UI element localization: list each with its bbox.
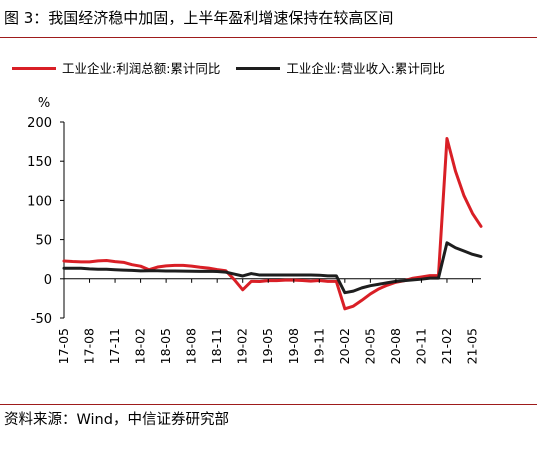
y-tick-label: 0 xyxy=(44,273,52,288)
chart-legend: 工业企业:利润总额:累计同比 工业企业:营业收入:累计同比 xyxy=(12,57,457,78)
chart-series xyxy=(62,137,483,311)
x-tick-label: 19-05 xyxy=(260,328,275,364)
x-tick-label: 20-08 xyxy=(388,328,403,364)
y-tick-label: -50 xyxy=(31,312,52,327)
series-line-0 xyxy=(62,137,483,311)
chart-ticks: % -50 0 50 100 150 200 17-05 17-08 17-11 18-02 18-0… xyxy=(27,96,479,364)
x-tick-label: 18-05 xyxy=(158,328,173,364)
x-tick-label: 20-02 xyxy=(337,328,352,364)
legend-item-profit: 工业企业:利润总额:累计同比 xyxy=(12,60,220,78)
y-tick-label: 50 xyxy=(35,234,52,249)
x-tick-label: 17-05 xyxy=(56,328,71,364)
y-tick-label: 200 xyxy=(27,116,52,131)
legend-label-profit: 工业企业:利润总额:累计同比 xyxy=(62,60,221,76)
series-line-1 xyxy=(62,241,483,295)
x-tick-label: 19-02 xyxy=(235,328,250,364)
x-tick-label: 17-11 xyxy=(107,328,122,364)
x-tick-label: 20-05 xyxy=(362,328,377,364)
legend-swatch-profit xyxy=(12,67,56,70)
legend-label-revenue: 工业企业:营业收入:累计同比 xyxy=(286,60,445,76)
x-tick-label: 19-11 xyxy=(311,328,326,364)
figure-title: 图 3：我国经济稳中加固，上半年盈利增速保持在较高区间 xyxy=(4,9,394,27)
line-chart: % -50 0 50 100 150 200 17-05 17-08 17-11 18-02 18-0… xyxy=(27,96,483,364)
y-tick-label: 100 xyxy=(27,194,52,209)
x-tick-label: 20-11 xyxy=(413,328,428,364)
x-tick-label: 18-08 xyxy=(184,328,199,364)
x-tick-label: 21-02 xyxy=(439,328,454,364)
legend-swatch-revenue xyxy=(236,67,281,70)
x-tick-label: 18-11 xyxy=(209,328,224,364)
y-tick-label: 150 xyxy=(27,155,52,170)
x-tick-label: 18-02 xyxy=(133,328,148,364)
source-note: 资料来源：Wind，中信证券研究部 xyxy=(4,412,229,428)
x-tick-label: 21-05 xyxy=(464,328,479,364)
legend-item-revenue: 工业企业:营业收入:累计同比 xyxy=(236,60,445,78)
bottom-rule xyxy=(0,404,537,405)
chart-axes xyxy=(63,122,481,318)
x-tick-label: 19-08 xyxy=(286,328,301,364)
y-axis-unit-label: % xyxy=(38,96,50,111)
x-tick-label: 17-08 xyxy=(82,328,97,364)
top-rule xyxy=(0,37,537,38)
